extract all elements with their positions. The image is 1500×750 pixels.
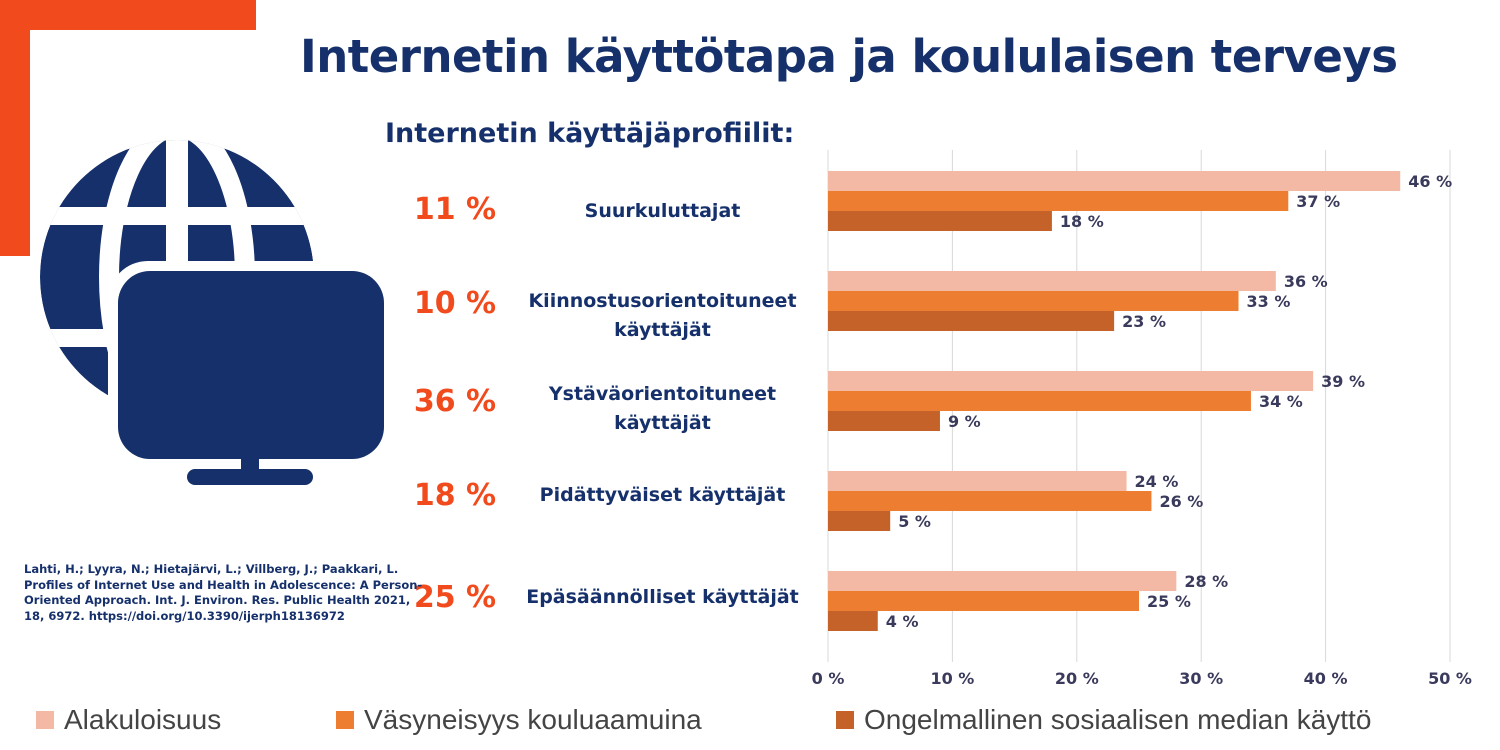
profile-share: 10 %: [413, 286, 497, 321]
profile-name: Kiinnostusorientoituneet käyttäjät: [528, 290, 797, 341]
bar: [828, 591, 1139, 611]
bar: [828, 271, 1276, 291]
bar: [828, 491, 1152, 511]
bar: [828, 411, 940, 431]
bar-chart: 46 %37 %18 %36 %33 %23 %39 %34 %9 %24 %2…: [812, 150, 1472, 688]
tick-label: 20 %: [1055, 669, 1099, 688]
tick-label: 40 %: [1304, 669, 1348, 688]
legend-swatch: [836, 711, 854, 729]
tick-label: 50 %: [1428, 669, 1472, 688]
bar: [828, 471, 1127, 491]
data-label: 39 %: [1321, 372, 1365, 391]
profile-name: Epäsäännölliset käyttäjät: [526, 586, 799, 608]
bar: [828, 291, 1239, 311]
data-label: 18 %: [1060, 212, 1104, 231]
data-label: 5 %: [898, 512, 931, 531]
citation-text: Lahti, H.; Lyyra, N.; Hietajärvi, L.; Vi…: [24, 562, 423, 623]
bar: [828, 371, 1314, 391]
legend-item: Ongelmallinen sosiaalisen median käyttö: [836, 704, 1371, 736]
bar: [828, 571, 1177, 591]
data-label: 24 %: [1135, 472, 1179, 491]
bar: [828, 611, 878, 631]
tick-label: 10 %: [930, 669, 974, 688]
tick-label: 30 %: [1179, 669, 1223, 688]
corner-accent-vertical: [0, 0, 30, 256]
tick-label: 0 %: [812, 669, 845, 688]
data-label: 25 %: [1147, 592, 1191, 611]
legend-swatch: [36, 711, 54, 729]
bar: [828, 511, 891, 531]
bar: [828, 311, 1115, 331]
legend-swatch: [336, 711, 354, 729]
data-label: 4 %: [886, 612, 919, 631]
profile-name: Pidättyväiset käyttäjät: [539, 484, 786, 506]
data-label: 46 %: [1408, 172, 1452, 191]
data-label: 26 %: [1159, 492, 1203, 511]
bar: [828, 391, 1251, 411]
profile-name: Suurkuluttajat: [584, 200, 741, 222]
profile-share: 25 %: [413, 580, 497, 615]
bar: [828, 191, 1289, 211]
profile-share: 18 %: [413, 478, 497, 513]
legend-label: Alakuloisuus: [64, 704, 222, 735]
profile-share: 36 %: [413, 384, 497, 419]
data-label: 28 %: [1184, 572, 1228, 591]
legend-label: Väsyneisyys kouluaamuina: [364, 704, 702, 735]
page-title: Internetin käyttötapa ja koululaisen ter…: [300, 30, 1398, 83]
data-label: 9 %: [948, 412, 981, 431]
bar: [828, 211, 1052, 231]
profile-name: Ystäväorientoituneet käyttäjät: [548, 383, 777, 434]
data-label: 34 %: [1259, 392, 1303, 411]
profile-share: 11 %: [413, 192, 497, 227]
globe-monitor-icon: [40, 140, 400, 500]
chart-legend: Alakuloisuus Väsyneisyys kouluaamuina On…: [36, 700, 1486, 740]
data-label: 36 %: [1284, 272, 1328, 291]
globe-monitor-icon-svg: [40, 140, 384, 485]
corner-accent-horizontal: [0, 0, 256, 30]
data-label: 23 %: [1122, 312, 1166, 331]
legend-item: Alakuloisuus: [36, 704, 336, 736]
legend-label: Ongelmallinen sosiaalisen median käyttö: [864, 704, 1372, 735]
legend-item: Väsyneisyys kouluaamuina: [336, 704, 836, 736]
data-label: 33 %: [1247, 292, 1291, 311]
profiles-heading: Internetin käyttäjäprofiilit:: [385, 118, 795, 149]
bar: [828, 171, 1401, 191]
data-label: 37 %: [1296, 192, 1340, 211]
